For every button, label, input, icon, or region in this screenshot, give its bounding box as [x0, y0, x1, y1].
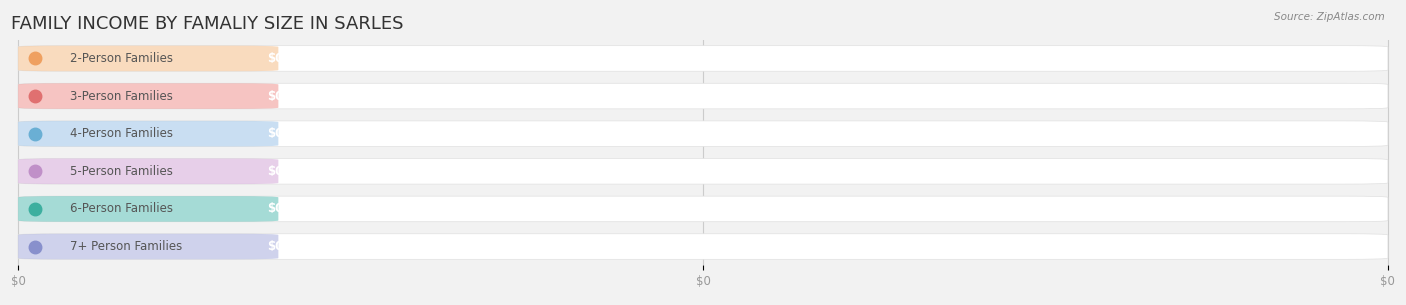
FancyBboxPatch shape — [18, 83, 1388, 109]
FancyBboxPatch shape — [18, 234, 1388, 259]
Text: 7+ Person Families: 7+ Person Families — [70, 240, 183, 253]
Text: 6-Person Families: 6-Person Families — [70, 203, 173, 215]
Text: 5-Person Families: 5-Person Families — [70, 165, 173, 178]
FancyBboxPatch shape — [18, 159, 1388, 184]
Text: $0: $0 — [267, 165, 284, 178]
FancyBboxPatch shape — [18, 46, 1388, 71]
FancyBboxPatch shape — [18, 121, 278, 146]
Text: $0: $0 — [267, 52, 284, 65]
FancyBboxPatch shape — [18, 234, 278, 259]
Text: Source: ZipAtlas.com: Source: ZipAtlas.com — [1274, 12, 1385, 22]
Text: $0: $0 — [267, 203, 284, 215]
Text: 2-Person Families: 2-Person Families — [70, 52, 173, 65]
Text: $0: $0 — [267, 240, 284, 253]
Text: 3-Person Families: 3-Person Families — [70, 90, 173, 102]
Text: $0: $0 — [267, 90, 284, 102]
FancyBboxPatch shape — [18, 121, 1388, 146]
FancyBboxPatch shape — [18, 159, 278, 184]
FancyBboxPatch shape — [18, 196, 1388, 222]
FancyBboxPatch shape — [18, 83, 278, 109]
FancyBboxPatch shape — [18, 196, 278, 222]
Text: 4-Person Families: 4-Person Families — [70, 127, 173, 140]
FancyBboxPatch shape — [18, 46, 278, 71]
Text: FAMILY INCOME BY FAMALIY SIZE IN SARLES: FAMILY INCOME BY FAMALIY SIZE IN SARLES — [11, 15, 404, 33]
Text: $0: $0 — [267, 127, 284, 140]
